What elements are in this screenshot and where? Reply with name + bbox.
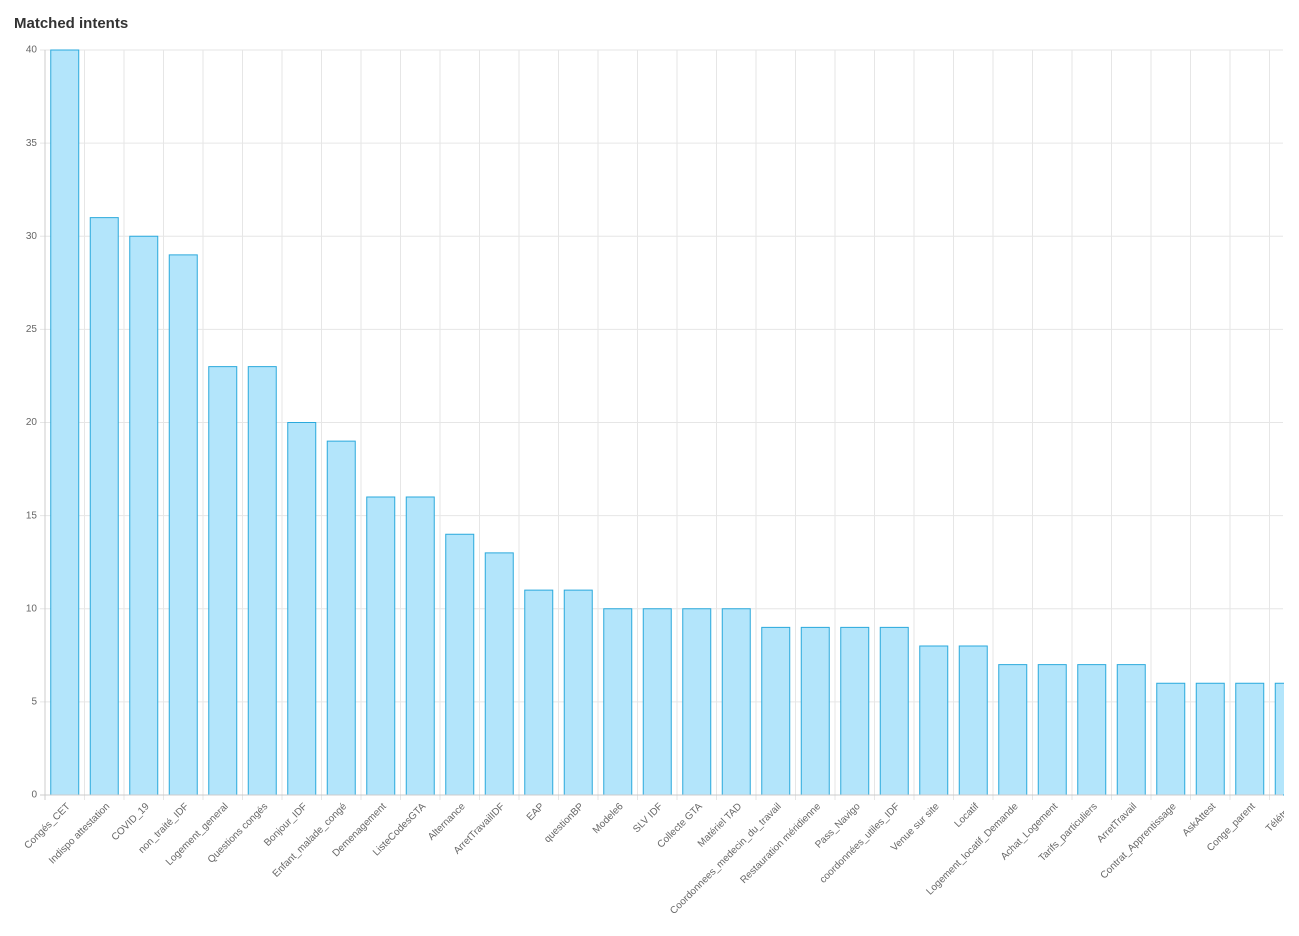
x-tick-label: questionBP <box>542 801 586 845</box>
bar <box>563 589 593 796</box>
bar <box>445 533 475 796</box>
bar <box>247 366 277 796</box>
y-tick-label: 15 <box>26 510 38 521</box>
y-tick-label: 25 <box>26 324 38 335</box>
bar <box>1235 682 1265 796</box>
bar <box>208 366 238 796</box>
x-tick-label: Alternance <box>426 801 468 843</box>
x-tick-label: SLV IDF <box>631 801 665 835</box>
bar <box>840 626 870 796</box>
bar <box>682 608 712 796</box>
y-tick-label: 40 <box>26 45 38 56</box>
x-tick-label: Télétrav <box>1264 801 1297 834</box>
x-tick-label: Modele6 <box>591 801 626 836</box>
y-tick-label: 0 <box>31 790 37 801</box>
bar <box>405 496 435 796</box>
x-tick-label: coordonnées_utiles_IDF <box>818 801 902 885</box>
bar <box>1274 682 1284 796</box>
x-tick-label: Locatif <box>953 801 982 830</box>
bar <box>761 626 791 796</box>
bar <box>50 49 80 796</box>
bar <box>1116 664 1146 796</box>
y-tick-label: 30 <box>26 231 38 242</box>
x-tick-label: Enfant_malade_congé <box>271 801 350 880</box>
bar <box>603 608 633 796</box>
y-tick-label: 10 <box>26 603 38 614</box>
x-tick-label: AskAttest <box>1181 801 1219 839</box>
bar <box>800 626 830 796</box>
bar <box>1195 682 1225 796</box>
bar <box>366 496 396 796</box>
bar <box>958 645 988 796</box>
bar <box>879 626 909 796</box>
chart-title: Matched intents <box>14 15 128 32</box>
x-tick-label: EAP <box>525 801 547 823</box>
x-tick-label: COVID_19 <box>110 801 152 843</box>
y-tick-label: 20 <box>26 417 38 428</box>
bar <box>168 254 198 796</box>
bar <box>998 664 1028 796</box>
bar <box>484 552 514 796</box>
bar <box>129 235 159 796</box>
bar <box>1156 682 1186 796</box>
bar <box>642 608 672 796</box>
bar <box>721 608 751 796</box>
bar <box>919 645 949 796</box>
y-tick-label: 35 <box>26 138 38 149</box>
bar <box>1037 664 1067 796</box>
bar <box>326 440 356 796</box>
x-tick-label: Restauration méridienne <box>738 801 823 886</box>
y-tick-label: 5 <box>31 697 37 708</box>
x-tick-label: Contrat_Apprentissage <box>1099 801 1179 881</box>
bar <box>287 422 317 796</box>
bar <box>1077 664 1107 796</box>
bar <box>524 589 554 796</box>
bar <box>89 217 119 796</box>
